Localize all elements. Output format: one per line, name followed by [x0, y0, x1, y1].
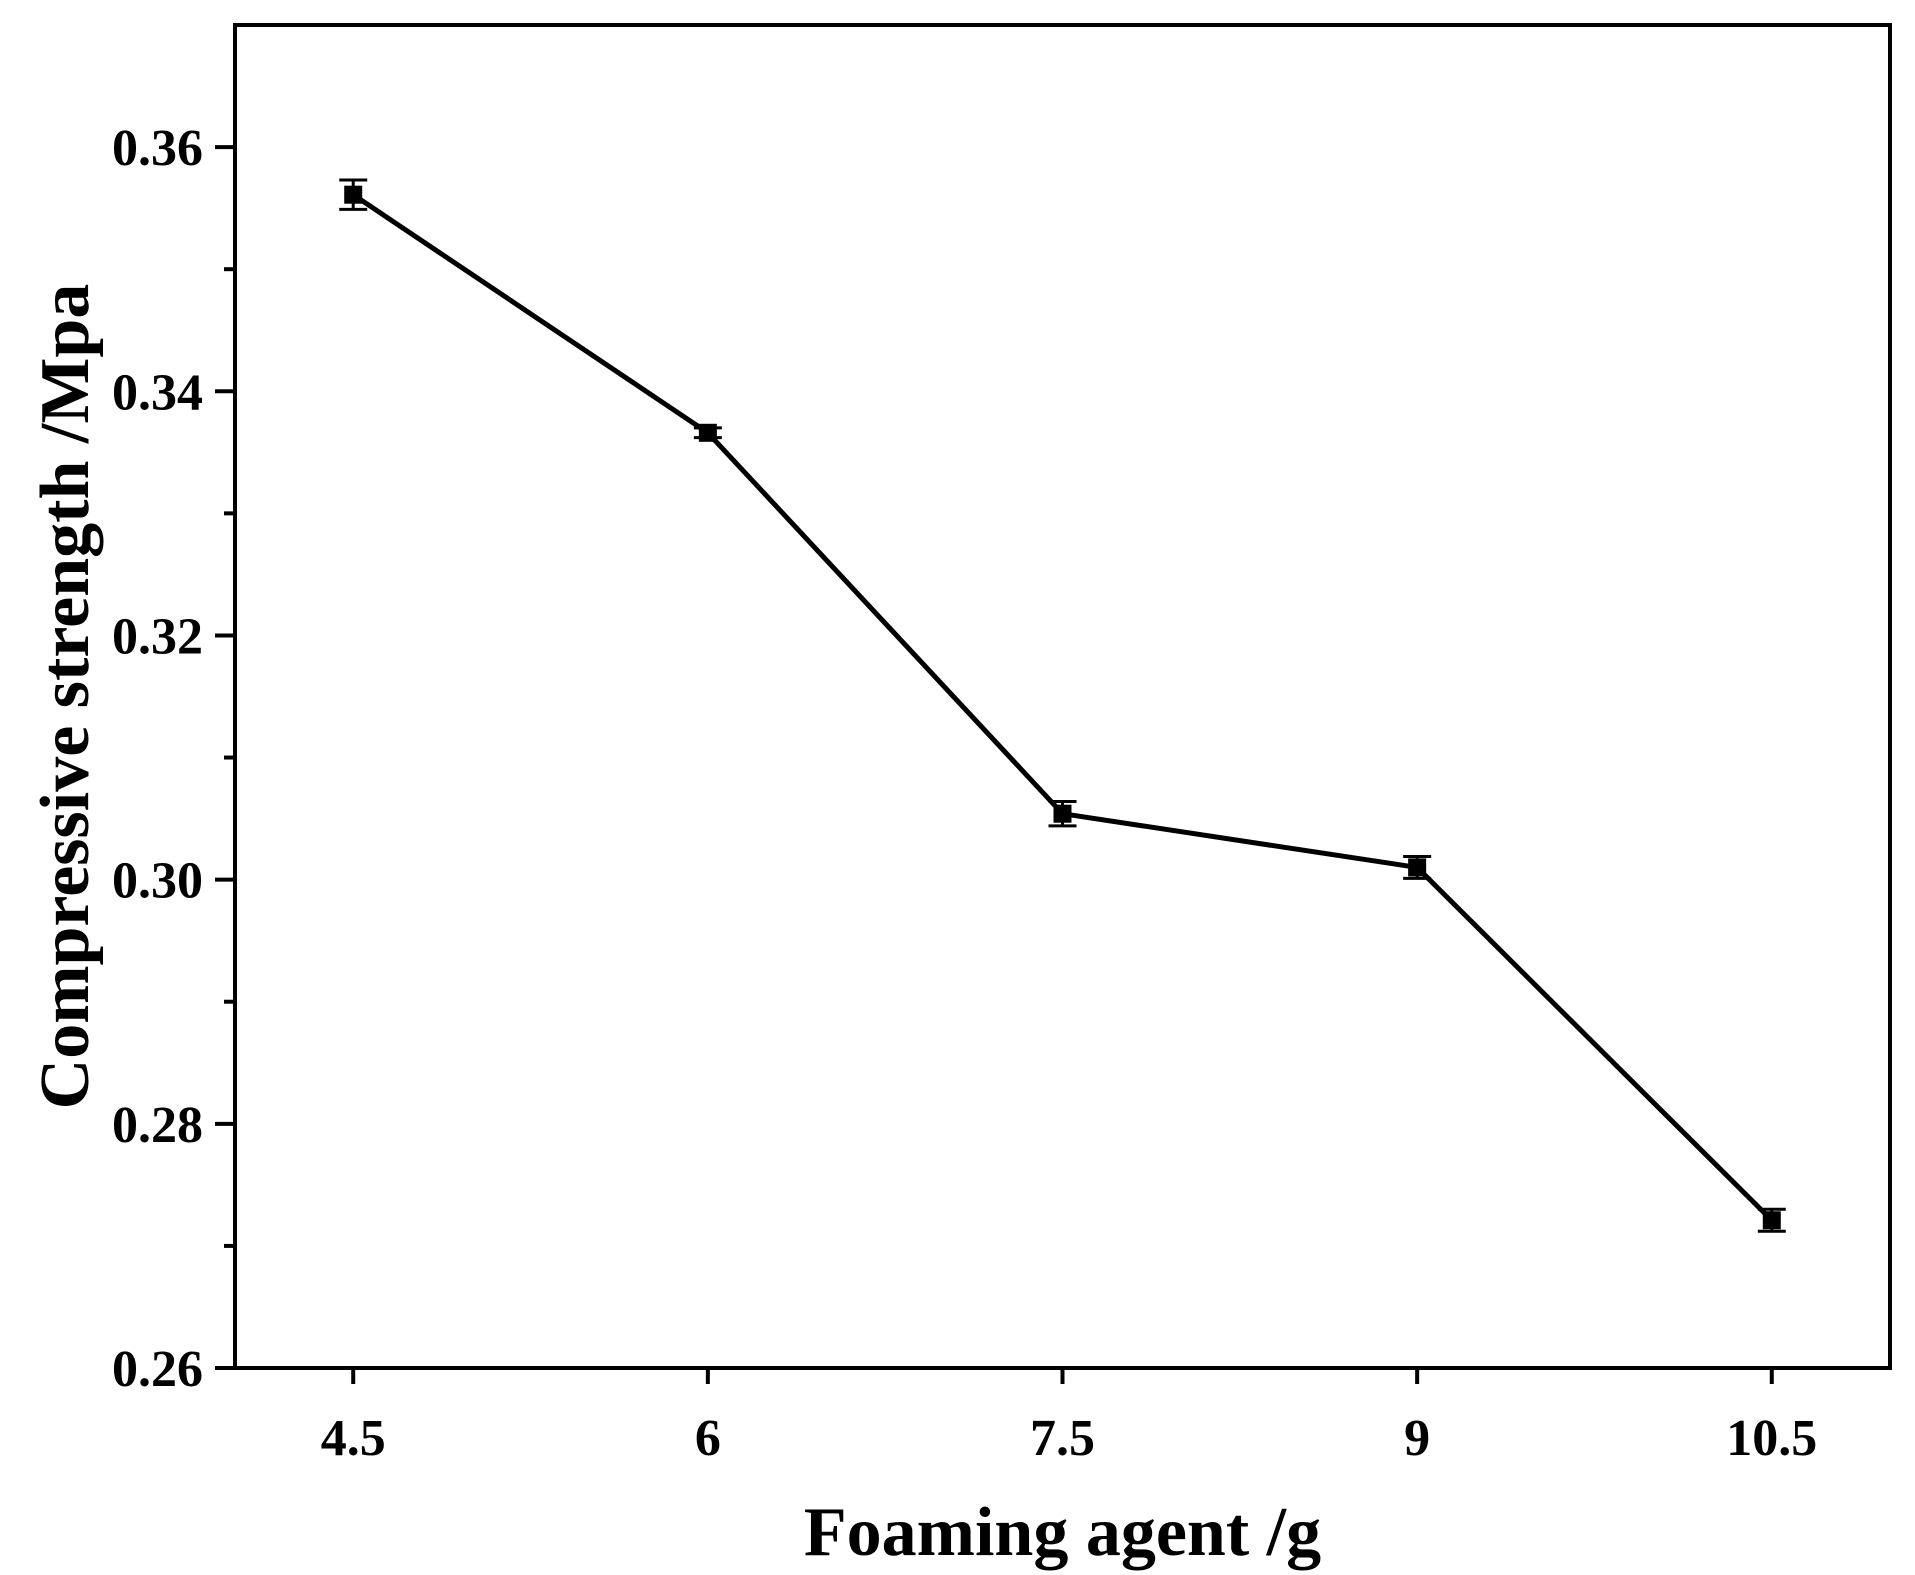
y-tick-label: 0.30 — [112, 853, 203, 910]
data-point-marker — [698, 423, 717, 442]
x-axis-title: Foaming agent /g — [804, 1494, 1321, 1571]
data-point-marker — [1762, 1211, 1781, 1230]
x-tick-label: 4.5 — [321, 1410, 386, 1467]
data-point-marker — [344, 185, 363, 204]
x-tick-label: 9 — [1404, 1410, 1430, 1467]
series-layer — [339, 178, 1786, 1233]
data-point-marker — [1408, 858, 1427, 877]
y-axis-title: Compressive strength /Mpa — [27, 284, 104, 1110]
x-tick-label: 10.5 — [1726, 1410, 1817, 1467]
x-tick-label: 6 — [695, 1410, 721, 1467]
x-tick-label: 7.5 — [1030, 1410, 1095, 1467]
x-axis-ticks: 4.5 6 7.5 9 10.5 — [321, 1368, 1817, 1467]
y-axis-ticks: 0.26 0.28 0.30 0.32 0.34 0.36 — [112, 120, 235, 1398]
y-tick-label: 0.36 — [112, 120, 203, 177]
data-point-marker — [1053, 804, 1072, 823]
y-tick-label: 0.26 — [112, 1341, 203, 1398]
y-tick-label: 0.32 — [112, 608, 203, 665]
y-tick-label: 0.34 — [112, 364, 203, 421]
y-tick-label: 0.28 — [112, 1097, 203, 1154]
